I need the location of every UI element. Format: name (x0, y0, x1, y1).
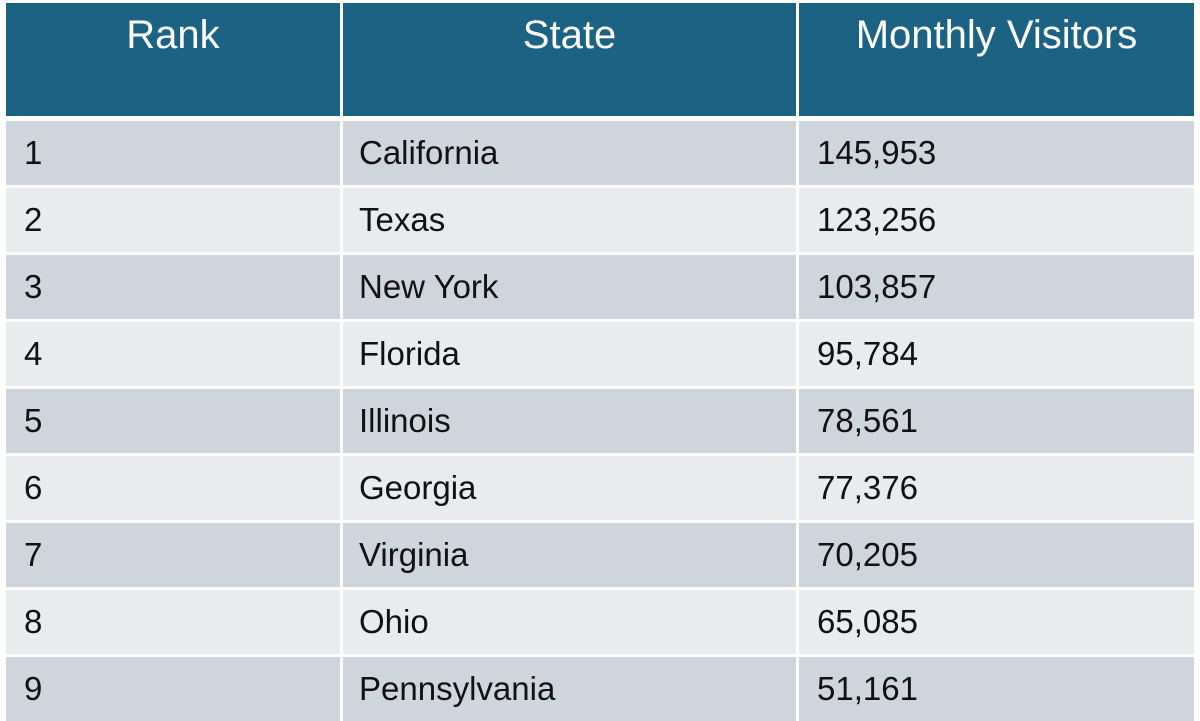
rank-cell: 6 (6, 456, 340, 520)
state-cell: Texas (343, 188, 796, 252)
state-cell: Florida (343, 322, 796, 386)
rank-cell: 5 (6, 389, 340, 453)
header-state: State (343, 3, 796, 116)
state-cell: Pennsylvania (343, 657, 796, 721)
rank-cell: 4 (6, 322, 340, 386)
table-row: 5 Illinois 78,561 (0, 389, 1200, 453)
table-row: 9 Pennsylvania 51,161 (0, 657, 1200, 721)
rank-cell: 9 (6, 657, 340, 721)
visitors-cell: 145,953 (799, 121, 1194, 185)
table-row: 6 Georgia 77,376 (0, 456, 1200, 520)
state-cell: Georgia (343, 456, 796, 520)
rank-cell: 3 (6, 255, 340, 319)
header-monthly-visitors: Monthly Visitors (799, 3, 1194, 116)
table-row: 1 California 145,953 (0, 121, 1200, 185)
state-cell: Illinois (343, 389, 796, 453)
state-cell: California (343, 121, 796, 185)
visitors-cell: 70,205 (799, 523, 1194, 587)
visitors-cell: 65,085 (799, 590, 1194, 654)
state-cell: New York (343, 255, 796, 319)
state-cell: Ohio (343, 590, 796, 654)
visitors-cell: 103,857 (799, 255, 1194, 319)
table-row: 8 Ohio 65,085 (0, 590, 1200, 654)
table-row: 2 Texas 123,256 (0, 188, 1200, 252)
visitors-cell: 78,561 (799, 389, 1194, 453)
visitors-cell: 123,256 (799, 188, 1194, 252)
visitors-cell: 77,376 (799, 456, 1194, 520)
rank-cell: 1 (6, 121, 340, 185)
table-row: 7 Virginia 70,205 (0, 523, 1200, 587)
rank-cell: 8 (6, 590, 340, 654)
visitors-cell: 95,784 (799, 322, 1194, 386)
header-rank: Rank (6, 3, 340, 116)
rank-cell: 2 (6, 188, 340, 252)
table-row: 4 Florida 95,784 (0, 322, 1200, 386)
state-cell: Virginia (343, 523, 796, 587)
table-header-row: Rank State Monthly Visitors (0, 3, 1200, 116)
rank-cell: 7 (6, 523, 340, 587)
table-row: 3 New York 103,857 (0, 255, 1200, 319)
visitors-cell: 51,161 (799, 657, 1194, 721)
